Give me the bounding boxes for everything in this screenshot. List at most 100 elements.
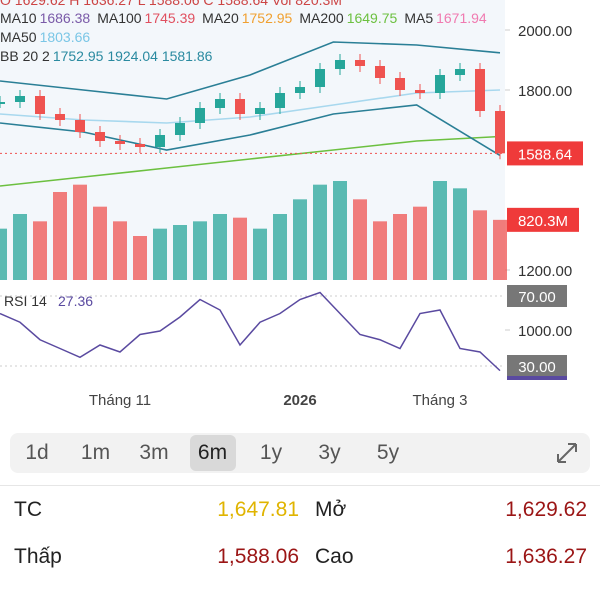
x-tick-label: Tháng 11 (89, 392, 151, 409)
volume-label: 820.3M (518, 213, 568, 230)
candle (155, 135, 165, 147)
legend-value: 1686.38 (39, 10, 91, 26)
stat-label: Thấp (14, 545, 62, 568)
x-tick-label: 2026 (283, 392, 316, 409)
candle (455, 69, 465, 75)
range-button[interactable]: 1d (25, 441, 49, 464)
stat-value: 1,636.27 (505, 545, 587, 568)
volume-bar (253, 228, 267, 280)
candle (115, 141, 125, 144)
rsi-badge (507, 355, 567, 377)
rsi-tick-label: 70.00 (518, 289, 556, 306)
legend-row: MA50 1803.66 (0, 29, 97, 45)
candle (415, 90, 425, 93)
legend-value: 1752.95 (241, 10, 293, 26)
candle (355, 60, 365, 66)
candle (275, 93, 285, 108)
stat-label: Mở (315, 498, 347, 521)
y-tick-label: 2000.00 (518, 23, 572, 40)
candle (435, 75, 445, 93)
legend-value: 1745.39 (144, 10, 196, 26)
candle (55, 114, 65, 120)
candle (215, 99, 225, 108)
rsi-title: RSI 14 (4, 293, 47, 309)
rsi-badge (507, 285, 567, 307)
ohlc-line: O 1629.62 H 1636.27 L 1588.06 C 1588.64 … (0, 0, 342, 8)
candle (35, 96, 45, 114)
stat-value: 1,629.62 (505, 498, 587, 521)
legend-value: 1803.66 (39, 29, 91, 45)
legend-value: 1752.95 1924.04 1581.86 (52, 48, 213, 64)
y-tick-label: 1200.00 (518, 263, 572, 280)
volume-bar (333, 181, 347, 280)
divider (0, 485, 600, 486)
candle (315, 69, 325, 87)
range-button[interactable]: 6m (189, 435, 236, 471)
volume-bar (373, 221, 387, 280)
candle (75, 120, 85, 132)
stat-label: TC (14, 498, 42, 521)
candle (135, 144, 145, 147)
last-price-label: 1588.64 (518, 146, 572, 163)
volume-badge (507, 207, 579, 232)
x-tick-label: Tháng 3 (412, 392, 467, 409)
legend-label: MA20 (202, 10, 239, 26)
candle (375, 66, 385, 78)
legend-row: MA10 1686.38 MA100 1745.39 MA20 1752.95 MA200 1… (0, 10, 494, 26)
volume-bar (53, 192, 67, 280)
y-tick-label: 1800.00 (518, 83, 572, 100)
range-button[interactable]: 1y (259, 441, 283, 464)
volume-bar (153, 228, 167, 280)
volume-bar (273, 214, 287, 280)
volume-bar (453, 188, 467, 280)
ma-line (0, 135, 501, 187)
volume-bar (73, 184, 87, 280)
ma-line (0, 41, 501, 100)
range-button[interactable]: 1m (80, 441, 111, 464)
volume-bar (13, 214, 27, 280)
volume-bar (433, 181, 447, 280)
candle (175, 123, 185, 135)
range-button[interactable]: 3y (318, 441, 341, 464)
volume-bar (233, 217, 247, 280)
volume-bar (133, 236, 147, 280)
candle (0, 102, 5, 104)
volume-bar (193, 221, 207, 280)
range-bar: 1d 1m 3m 6m 1y 3y 5y (10, 433, 590, 473)
volume-bar (0, 228, 7, 280)
range-button[interactable]: 3m (139, 441, 169, 464)
volume-bar (293, 199, 307, 280)
legend-label: MA10 (0, 10, 37, 26)
legend-value: 1649.75 (346, 10, 398, 26)
volume-bar (93, 206, 107, 280)
range-button[interactable]: 5y (376, 441, 400, 464)
chart: 2000.00 1800.00 1200.00 1000.00 1588.64 820.3… (0, 0, 583, 409)
legend-label: MA100 (97, 10, 142, 26)
candle (295, 87, 305, 93)
legend-label: BB 20 2 (0, 48, 50, 64)
volume-bar (393, 214, 407, 280)
candle (395, 78, 405, 90)
legend-label: MA200 (299, 10, 344, 26)
volume-bar (213, 214, 227, 280)
legend-row: BB 20 2 1752.95 1924.04 1581.86 (0, 48, 219, 64)
volume-bar (353, 199, 367, 280)
candle (95, 132, 105, 141)
candle (335, 60, 345, 69)
candle (15, 96, 25, 102)
volume-bar (173, 225, 187, 280)
stat-value: 1,647.81 (217, 498, 299, 521)
volume-bar (473, 210, 487, 280)
stat-value: 1,588.06 (217, 545, 299, 568)
expand-icon[interactable] (552, 438, 582, 468)
legend-label: MA50 (0, 29, 37, 45)
y-tick-label: 1000.00 (518, 323, 572, 340)
last-price-badge (507, 141, 583, 166)
volume-bar (33, 221, 47, 280)
candle (235, 99, 245, 114)
legend-label: MA5 (404, 10, 434, 26)
stat-label: Cao (315, 545, 354, 568)
volume-bar (113, 221, 127, 280)
volume-bar (413, 206, 427, 280)
